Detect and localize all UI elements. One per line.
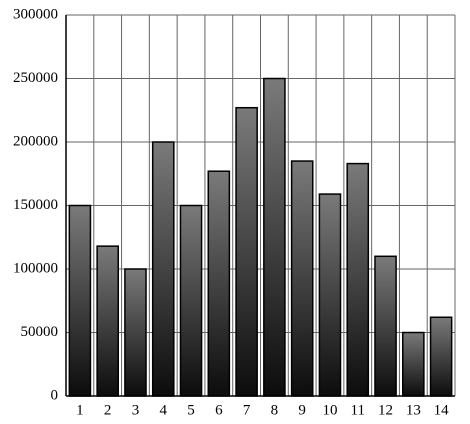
x-tick-label: 8 <box>271 402 279 418</box>
y-tick-label: 50000 <box>21 324 59 340</box>
bar <box>346 162 370 397</box>
x-tick-label: 3 <box>132 402 140 418</box>
x-tick-label: 10 <box>322 402 337 418</box>
bar <box>235 106 258 397</box>
bar <box>151 141 175 397</box>
bar <box>179 204 203 397</box>
bar <box>429 316 453 397</box>
y-tick-label: 100000 <box>13 260 58 276</box>
x-tick-label: 13 <box>406 402 421 418</box>
bar <box>374 255 397 397</box>
x-tick-label: 7 <box>243 402 251 418</box>
x-tick-label: 12 <box>378 402 393 418</box>
x-tick-label: 2 <box>104 402 112 418</box>
bar <box>263 77 286 397</box>
x-tick-label: 1 <box>76 402 84 418</box>
bar <box>96 245 119 397</box>
x-tick-label: 9 <box>298 402 306 418</box>
y-tick-label: 200000 <box>13 133 58 149</box>
x-tick-label: 4 <box>160 402 168 418</box>
bar <box>124 268 147 397</box>
bar <box>68 204 92 397</box>
x-tick-label: 14 <box>434 402 450 418</box>
y-tick-label: 150000 <box>13 197 58 213</box>
y-tick-label: 300000 <box>13 6 58 22</box>
bar <box>290 160 314 397</box>
x-tick-label: 11 <box>351 402 365 418</box>
bar <box>318 193 342 397</box>
y-tick-label: 0 <box>51 387 59 403</box>
bar <box>402 331 425 397</box>
x-tick-label: 5 <box>187 402 195 418</box>
y-tick-label: 250000 <box>13 70 58 86</box>
x-tick-label: 6 <box>215 402 223 418</box>
bar <box>207 170 231 397</box>
